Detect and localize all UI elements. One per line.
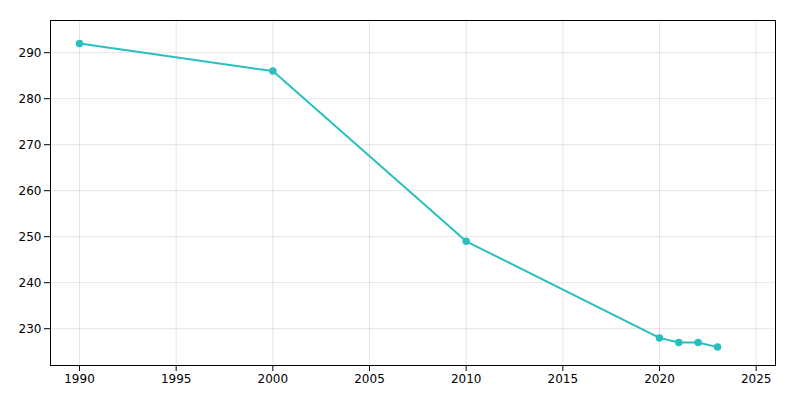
svg-text:1990: 1990 bbox=[64, 372, 95, 386]
svg-text:250: 250 bbox=[19, 230, 42, 244]
svg-text:2025: 2025 bbox=[741, 372, 772, 386]
svg-text:2005: 2005 bbox=[354, 372, 385, 386]
svg-text:2020: 2020 bbox=[644, 372, 675, 386]
svg-text:270: 270 bbox=[19, 138, 42, 152]
svg-text:280: 280 bbox=[19, 92, 42, 106]
svg-text:1995: 1995 bbox=[161, 372, 192, 386]
svg-text:240: 240 bbox=[19, 276, 42, 290]
svg-text:230: 230 bbox=[19, 322, 42, 336]
svg-text:2010: 2010 bbox=[451, 372, 482, 386]
svg-text:290: 290 bbox=[19, 46, 42, 60]
svg-text:2000: 2000 bbox=[258, 372, 289, 386]
svg-text:260: 260 bbox=[19, 184, 42, 198]
svg-text:2015: 2015 bbox=[548, 372, 579, 386]
